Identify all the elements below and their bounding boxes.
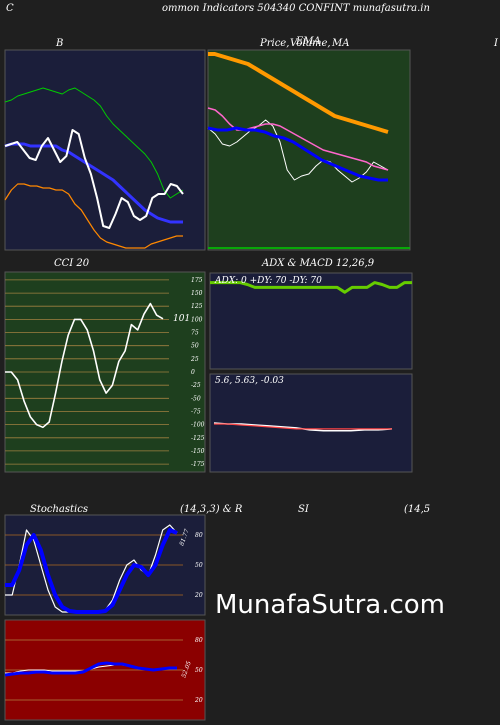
panel-b-background xyxy=(4,49,206,251)
y-tick-label: -75 xyxy=(191,409,201,416)
panel-cci-title: CCI 20 xyxy=(54,258,90,269)
y-tick-label: 100 xyxy=(191,316,203,323)
panel-rsi-chart: 80 50 20 xyxy=(4,619,206,721)
y-tick-label: -50 xyxy=(191,395,201,402)
cci-value-label: 101 xyxy=(173,314,191,324)
y-tick-label: 25 xyxy=(190,356,199,363)
panel-stoch-chart: 80 50 20 xyxy=(4,514,206,616)
panel-adx-chart xyxy=(209,272,413,370)
y-tick-label: 50 xyxy=(195,667,203,674)
price-line xyxy=(207,119,389,183)
y-tick-label: 20 xyxy=(194,592,203,599)
panel-price-title-b: Volume, xyxy=(290,38,331,49)
panel-price-background xyxy=(207,49,411,251)
y-tick-label: 75 xyxy=(191,330,199,337)
header-left-letter: C xyxy=(6,3,14,14)
panel-adx-background xyxy=(209,272,413,370)
panel-adx-title: ADX & MACD 12,26,9 xyxy=(262,258,375,269)
panel-right-letter: I xyxy=(494,38,498,49)
upper-band-line xyxy=(4,87,184,199)
y-tick-label: 125 xyxy=(191,303,203,310)
middle-band-line xyxy=(4,142,183,224)
y-tick-label: 0 xyxy=(191,369,195,376)
y-tick-label: -150 xyxy=(191,448,205,455)
y-tick-label: 175 xyxy=(191,277,203,284)
price-line xyxy=(4,129,184,229)
y-tick-label: 150 xyxy=(191,290,203,297)
panel-price-title-a: Price, xyxy=(260,38,290,49)
ema-line xyxy=(207,126,388,182)
y-tick-label: 80 xyxy=(195,637,203,644)
y-tick-label: 50 xyxy=(195,562,203,569)
panel-stoch-title: Stochastics xyxy=(30,504,88,515)
y-tick-label: 50 xyxy=(191,343,199,350)
page-title: ommon Indicators 504340 CONFINT munafasu… xyxy=(162,3,430,14)
y-tick-label: 20 xyxy=(194,697,203,704)
watermark: MunafaSutra.com xyxy=(215,590,446,620)
y-tick-label: -175 xyxy=(191,461,205,468)
short-ma-line xyxy=(207,107,389,171)
long-ma-line xyxy=(208,52,389,134)
panel-b-title: B xyxy=(56,38,64,49)
lower-band-line xyxy=(4,183,183,249)
panel-rsi-params: (14,5 xyxy=(404,504,431,515)
panel-b-chart xyxy=(4,49,206,251)
panel-cci-chart: 175 150 125 100 75 50 25 0 -25 -50 -75 -100 -125 -150… xyxy=(4,271,206,473)
cci-line xyxy=(5,302,164,429)
y-tick-label: -100 xyxy=(191,422,205,429)
panel-price-title-c: MA xyxy=(332,38,350,49)
panel-macd-background xyxy=(209,373,413,473)
panel-price-chart xyxy=(207,49,411,251)
adx-readout: ADX: 0 +DY: 70 -DY: 70 xyxy=(215,276,322,286)
adx-line xyxy=(210,281,412,294)
y-tick-label: -25 xyxy=(191,382,201,389)
y-tick-label: -125 xyxy=(191,435,205,442)
stoch-d-line xyxy=(5,528,178,614)
rsi-signal-line xyxy=(4,661,177,677)
panel-price-title-d: EMA xyxy=(296,36,321,47)
macd-readout: 5.6, 5.63, -0.03 xyxy=(215,376,284,386)
panel-stoch-params: (14,3,3) & R xyxy=(180,504,243,515)
panel-macd-chart xyxy=(209,373,413,473)
signal-line xyxy=(214,423,392,430)
panel-rsi-title: SI xyxy=(298,504,309,515)
y-tick-label: 80 xyxy=(195,532,203,539)
